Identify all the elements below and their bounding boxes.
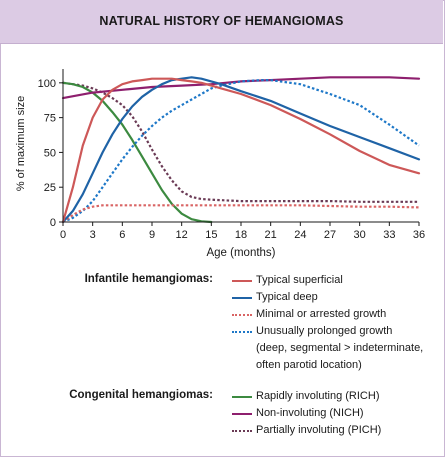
legend-swatch <box>232 413 252 415</box>
legend-swatch <box>232 314 252 316</box>
legend-item-label: Typical superficial <box>256 274 343 286</box>
legend-swatch <box>232 396 252 398</box>
x-tick-label: 15 <box>205 229 217 241</box>
series-line-rapidly-involuting-rich <box>61 81 213 224</box>
legend-note-line: (deep, segmental > indeterminate, <box>256 342 424 354</box>
figure-header: NATURAL HISTORY OF HEMANGIOMAS <box>0 0 443 44</box>
x-tick-label: 3 <box>90 229 96 241</box>
y-tick-label: 0 <box>50 217 56 229</box>
x-tick-label: 33 <box>383 229 395 241</box>
x-tick-label: 6 <box>119 229 125 241</box>
x-tick-label: 0 <box>60 229 66 241</box>
legend-item-label: Typical deep <box>256 291 318 303</box>
series-line-unusually-prolonged-growth <box>62 79 420 224</box>
legend-item-label: Non-involuting (NICH) <box>256 407 364 419</box>
x-tick-label: 9 <box>149 229 155 241</box>
series-line-non-involuting-nich <box>61 76 421 100</box>
legend-item-label: Minimal or arrested growth <box>256 308 387 320</box>
x-tick-label: 24 <box>294 229 306 241</box>
series-line-minimal-or-arrested-growth <box>62 204 420 223</box>
series-line-typical-superficial <box>61 77 421 224</box>
x-tick-label: 30 <box>354 229 366 241</box>
legend-swatch <box>232 280 252 282</box>
legend-swatch <box>232 297 252 299</box>
y-tick-label: 100 <box>38 78 56 90</box>
legend-group-label: Infantile hemangiomas: <box>84 273 213 285</box>
x-tick-label: 27 <box>324 229 336 241</box>
y-tick-label: 75 <box>44 113 56 125</box>
legend-group-label: Congenital hemangiomas: <box>69 389 213 401</box>
legend-item-label: Rapidly involuting (RICH) <box>256 390 380 402</box>
y-tick-label: 25 <box>44 182 56 194</box>
x-tick-label: 18 <box>235 229 247 241</box>
figure-title: NATURAL HISTORY OF HEMANGIOMAS <box>99 14 344 28</box>
x-tick-label: 36 <box>413 229 425 241</box>
legend-swatch <box>232 430 252 432</box>
legend-swatch <box>232 331 252 333</box>
x-tick-label: 21 <box>265 229 277 241</box>
y-tick-label: 50 <box>44 147 56 159</box>
y-axis-label: % of maximum size <box>15 96 27 191</box>
x-axis-label: Age (months) <box>206 247 275 259</box>
series-line-partially-involuting-pich <box>62 81 419 203</box>
legend-item-label: Unusually prolonged growth <box>256 325 393 337</box>
x-tick-label: 12 <box>176 229 188 241</box>
legend-item-label: Partially involuting (PICH) <box>256 424 382 436</box>
legend-note-line: often parotid location) <box>256 359 362 371</box>
